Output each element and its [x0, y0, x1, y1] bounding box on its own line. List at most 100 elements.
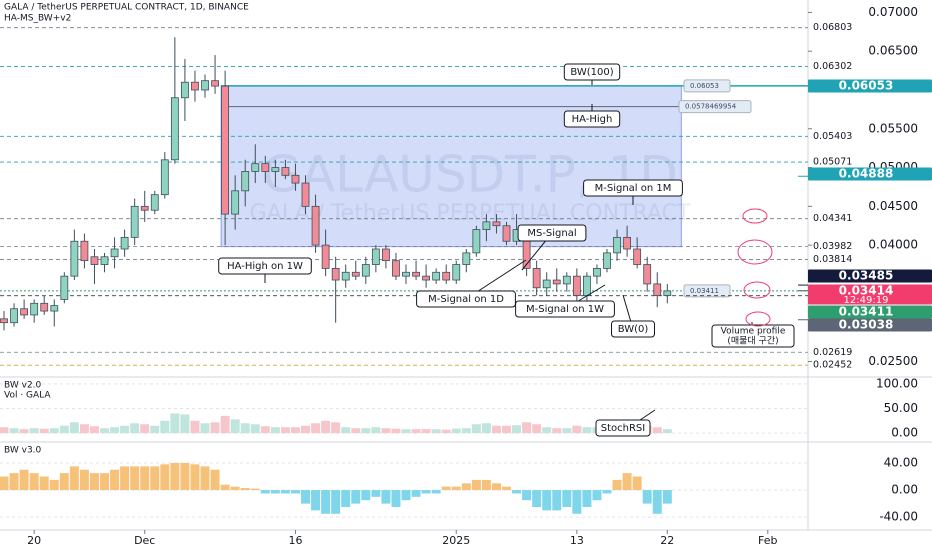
annotation: StochRSI	[601, 423, 645, 434]
candle-body	[502, 225, 511, 242]
bar	[180, 414, 190, 434]
candle-body	[150, 194, 159, 211]
candle-body	[80, 240, 89, 262]
bar	[79, 424, 89, 434]
bar	[622, 473, 632, 491]
candle-body	[0, 318, 8, 324]
bar	[250, 488, 260, 491]
bar	[190, 420, 200, 434]
bar	[39, 476, 49, 491]
price-tag: 0.03411	[839, 305, 894, 319]
y-tick-label: 0.05500	[868, 121, 918, 135]
bar	[59, 425, 69, 434]
bar	[532, 424, 542, 434]
candle-body	[221, 85, 230, 215]
price-tag-box	[808, 305, 932, 319]
circle	[743, 281, 771, 299]
level-label: 0.03814	[813, 254, 852, 265]
bar	[100, 428, 110, 434]
price-tag: 0.03485	[839, 269, 894, 283]
chart-title: GALA / TetherUS PERPETUAL CONTRACT, 1D, …	[4, 3, 249, 13]
bar	[582, 427, 592, 434]
bar	[301, 425, 311, 434]
bar	[19, 429, 29, 434]
candle-body	[281, 167, 290, 176]
candle-body	[301, 182, 310, 207]
price-tag-box	[808, 269, 932, 283]
x-tick-label: 20	[27, 534, 41, 547]
candle-body	[623, 236, 632, 250]
bar	[29, 473, 39, 491]
candle-body	[663, 290, 672, 296]
y-tick-label: 0.02500	[868, 354, 918, 368]
bar	[69, 422, 79, 434]
bar	[371, 490, 381, 497]
bar	[260, 490, 270, 494]
candle-body	[482, 221, 491, 231]
candle-body	[90, 256, 99, 265]
candle-body	[191, 81, 199, 91]
alert-circles	[737, 208, 773, 327]
pane-subtitle: Vol · GALA	[4, 391, 51, 401]
bar	[552, 490, 562, 511]
bar	[512, 490, 522, 494]
range-box	[220, 85, 682, 248]
bar	[311, 423, 321, 434]
bar	[411, 429, 421, 434]
pane-title: BW v3.0	[4, 446, 42, 456]
bar	[311, 490, 321, 511]
bar	[69, 466, 79, 491]
bar	[331, 422, 341, 434]
level-label: 0.04341	[813, 213, 852, 224]
level-label: 0.06302	[813, 61, 852, 72]
watermark-sub: GALA / TetherUS PERPETUAL CONTRACT	[250, 201, 691, 226]
bar	[391, 428, 401, 434]
candle-body	[452, 264, 461, 281]
bar	[441, 486, 451, 491]
x-tick-label: 13	[570, 534, 584, 547]
bar	[381, 490, 391, 504]
candle-body	[462, 252, 471, 265]
candle-body	[341, 271, 350, 281]
bar	[321, 490, 331, 514]
bar	[160, 420, 170, 434]
candle-body	[552, 279, 561, 285]
candle-body	[412, 271, 420, 277]
level-label: 0.03982	[813, 241, 852, 252]
x-tick-label: Feb	[758, 534, 777, 547]
bar	[381, 428, 391, 434]
candle-body	[593, 267, 601, 277]
bar	[200, 466, 210, 491]
bar	[371, 427, 381, 434]
bar	[401, 490, 411, 501]
price-tag: 0.06053	[839, 79, 894, 93]
bar	[542, 490, 552, 511]
bar	[49, 428, 59, 434]
bar	[602, 490, 612, 494]
candle-body	[271, 167, 280, 172]
bar	[391, 490, 401, 507]
candle-body	[100, 256, 109, 265]
bar	[441, 429, 451, 434]
candle-body	[492, 221, 501, 227]
candle-body	[160, 159, 169, 196]
bar	[230, 486, 240, 491]
bar	[321, 420, 331, 434]
annotation-pointer	[639, 409, 656, 421]
candle-body	[382, 248, 390, 262]
level-label: 0.05403	[813, 131, 852, 142]
bar	[0, 476, 9, 491]
pane-title: BW v2.0	[4, 381, 42, 391]
bar	[89, 426, 99, 434]
bar	[29, 428, 39, 434]
candle-body	[613, 236, 621, 254]
candle-body	[261, 163, 270, 172]
candle-body	[432, 271, 441, 281]
candle-body	[572, 275, 581, 296]
bar	[502, 486, 512, 491]
price-tag-box	[808, 79, 932, 93]
annotation: BW(100)	[570, 67, 613, 78]
price-tag-box	[808, 284, 932, 305]
